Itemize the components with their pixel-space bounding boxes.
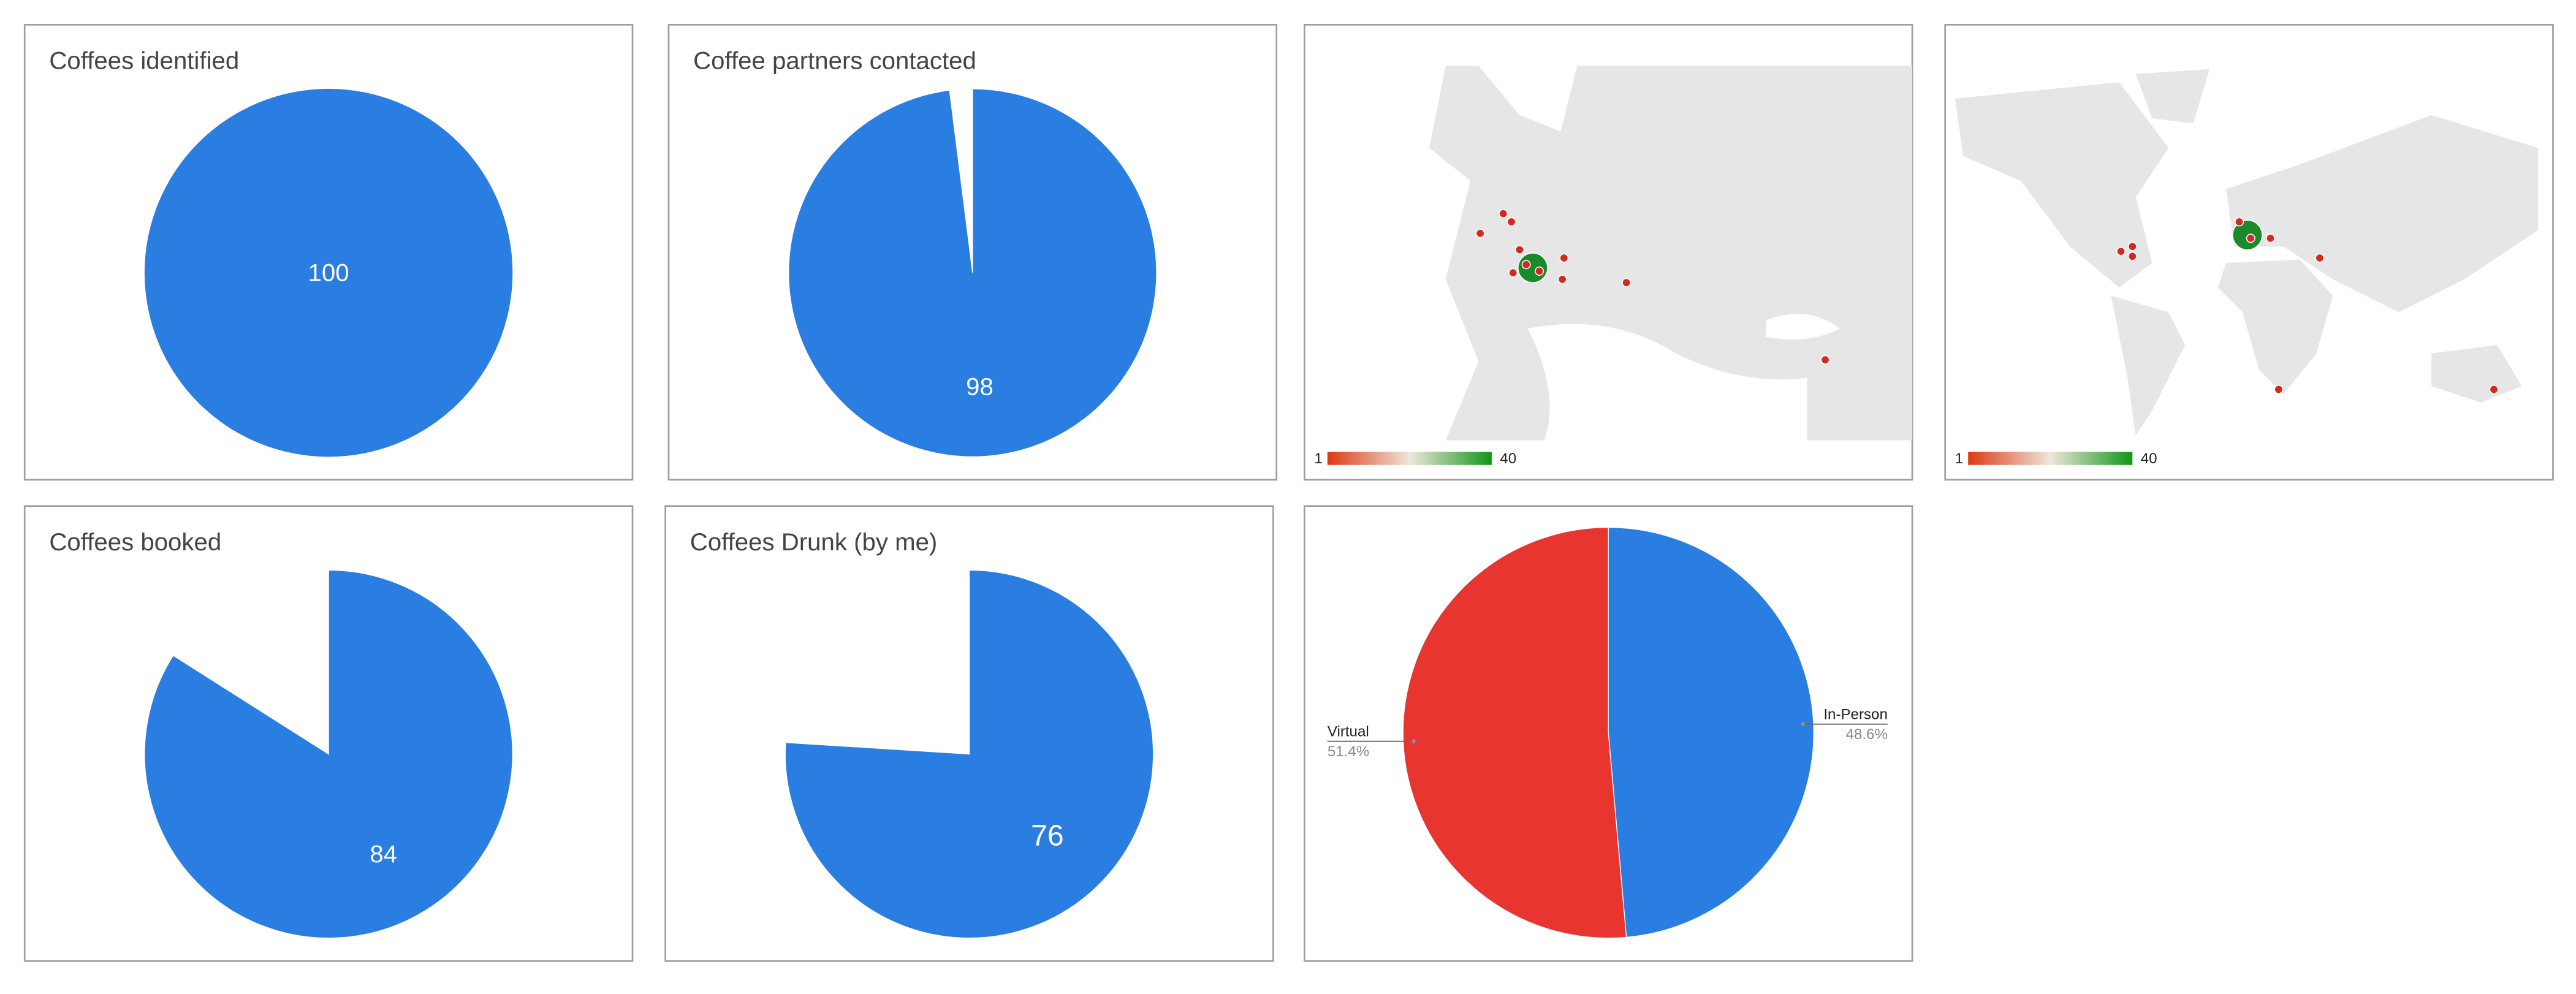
panel [1944,24,2554,481]
pie-slice [785,569,1154,939]
map-marker [2116,246,2126,256]
map-marker [1559,253,1569,263]
chart-title: Coffees Drunk (by me) [690,528,938,556]
panel [667,24,1278,481]
pie-slice [1608,526,1814,938]
map-sea [1305,66,1479,441]
chart-title: Coffee partners contacted [693,47,976,75]
map-marker [2232,219,2263,251]
color-scale [1327,452,1492,465]
map-land [2111,295,2186,436]
map-marker [2127,241,2137,251]
pie-slice [144,569,513,939]
slice-label: Virtual [1328,724,1369,740]
map-land [2135,69,2210,124]
map-marker [1517,252,1548,284]
map-marker [1499,209,1508,219]
map-marker [1508,268,1518,278]
map-sea [1478,66,1578,132]
pie-slice [788,88,1157,457]
slice-value-label: 51.4% [1328,743,1369,760]
map-world [1955,69,2539,436]
map-marker [2127,251,2137,261]
pie-slice [786,570,970,754]
map-marker [2234,217,2244,227]
map-marker [2274,384,2284,394]
map-marker [1820,355,1830,365]
slice-value-label: 48.6% [1846,726,1888,743]
color-scale-min: 1 [1314,450,1322,467]
map-europe [1305,66,1913,441]
map-marker [2265,233,2275,243]
slice-value-label: 84 [370,840,397,868]
slice-label: In-Person [1823,707,1888,723]
map-marker [1557,275,1567,284]
slice-value-label: 100 [308,259,349,287]
map-marker [2246,233,2255,243]
panel [664,505,1274,962]
map-land [2217,259,2333,395]
chart-title: Coffees booked [49,528,221,556]
pie-slice [1402,526,1627,939]
map-marker [1622,278,1632,287]
panel [23,24,634,481]
color-scale [1968,452,2133,465]
color-scale-max: 40 [2141,450,2157,467]
slice-value-label: 76 [1031,819,1064,852]
slice-value-label: 98 [966,373,994,400]
color-scale-max: 40 [1500,450,1516,467]
map-marker [1535,266,1544,276]
map-land [2226,115,2539,313]
color-scale-min: 1 [1955,450,1963,467]
panel [23,505,634,962]
map-marker [1475,229,1485,238]
chart-title: Coffees identified [49,47,239,75]
pie-slice [144,88,513,457]
map-land [1955,82,2169,288]
map-marker [1514,245,1524,255]
panel [1303,505,1913,962]
map-land [2431,345,2522,403]
map-marker [2489,384,2499,394]
map-sea [1766,314,1841,340]
map-marker [1521,260,1531,270]
map-marker [1506,217,1516,227]
map-sea [1527,324,1807,441]
map-marker [2315,253,2325,263]
